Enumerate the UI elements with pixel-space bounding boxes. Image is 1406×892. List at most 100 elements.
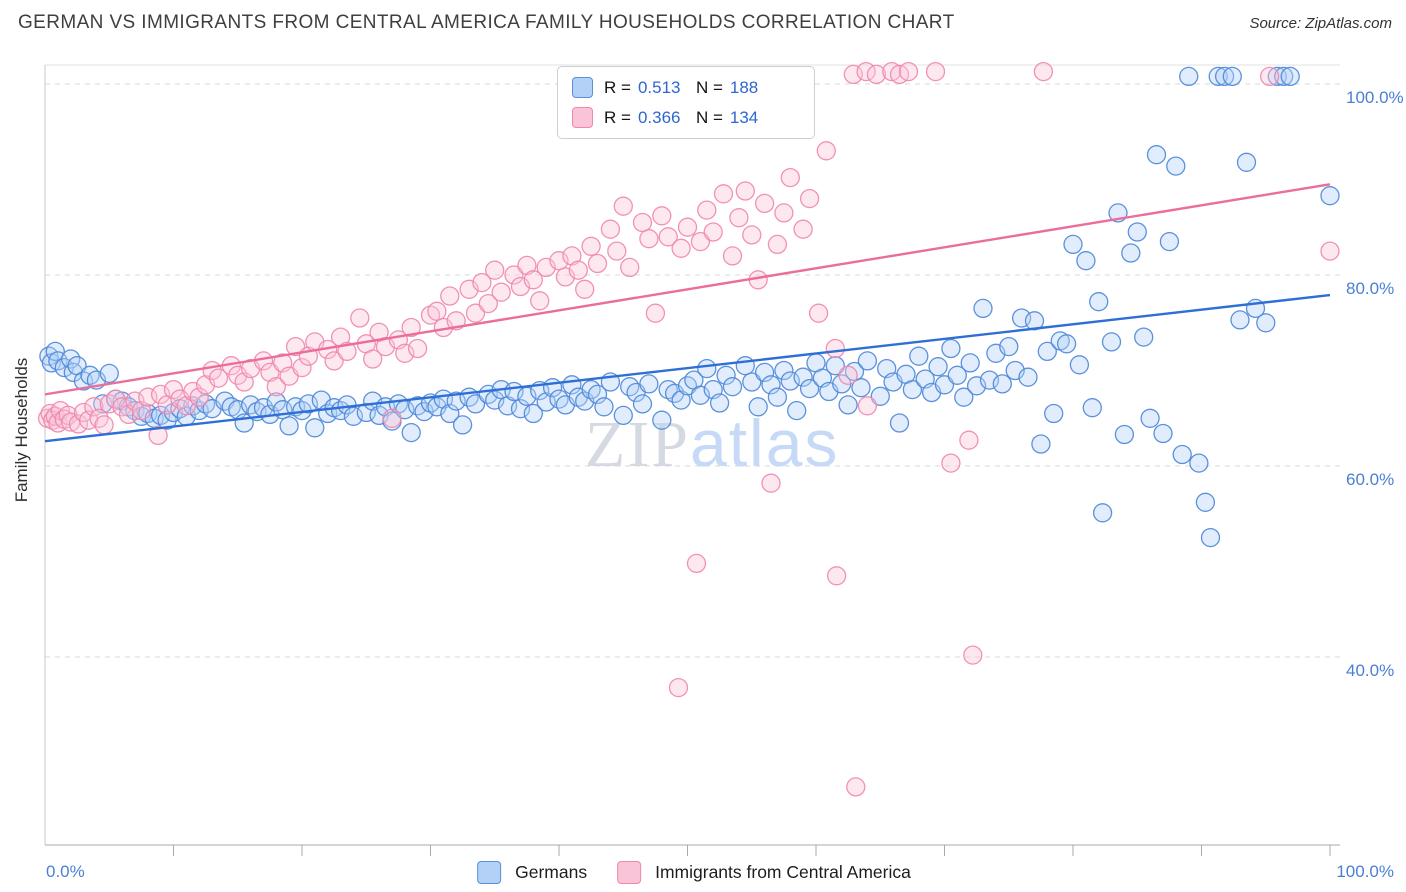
scatter-point <box>1018 367 1038 387</box>
germans-swatch-icon <box>572 77 593 98</box>
scatter-point <box>504 265 524 285</box>
scatter-point <box>774 360 794 381</box>
scatter-point <box>742 372 762 392</box>
scatter-point <box>148 425 168 446</box>
scatter-point <box>562 246 582 266</box>
scatter-point <box>713 184 734 204</box>
scatter-point <box>645 303 666 323</box>
scatter-point <box>1140 408 1160 428</box>
scatter-point <box>686 553 707 574</box>
scatter-point <box>1146 145 1167 165</box>
trend-line <box>44 183 1331 396</box>
scatter-point <box>1200 527 1221 548</box>
scatter-point <box>369 322 389 342</box>
scatter-point <box>632 394 653 414</box>
scatter-point <box>816 141 836 161</box>
scatter-point <box>1259 66 1280 87</box>
scatter-point <box>1092 503 1113 523</box>
scatter-point <box>973 298 993 319</box>
scatter-point <box>465 303 486 323</box>
scatter-point <box>1033 61 1054 82</box>
scatter-point <box>742 225 762 245</box>
scatter-point <box>1037 341 1057 362</box>
scatter-point <box>658 227 678 247</box>
scatter-point <box>324 351 344 371</box>
scatter-point <box>941 338 961 359</box>
scatter-point <box>157 410 177 430</box>
scatter-point <box>285 336 306 357</box>
scatter-point <box>260 362 280 383</box>
scatter-point <box>652 206 672 226</box>
scatter-point <box>401 317 421 338</box>
y-tick-label: 40.0% <box>1346 661 1394 680</box>
scatter-point <box>1082 398 1102 418</box>
n-label: N = <box>695 77 723 97</box>
scatter-point <box>799 188 820 209</box>
scatter-point <box>401 422 421 443</box>
scatter-point <box>491 282 511 302</box>
scatter-point <box>427 301 447 321</box>
y-tick-label: 80.0% <box>1346 279 1394 298</box>
scatter-point <box>722 246 743 266</box>
scatter-point <box>767 234 788 255</box>
n-label: N = <box>695 107 723 127</box>
immigrants-legend-swatch-icon <box>617 861 642 884</box>
scatter-point <box>735 181 755 201</box>
scatter-point <box>382 408 402 428</box>
scatter-point <box>452 415 473 435</box>
trend-line <box>44 293 1331 443</box>
scatter-point <box>999 336 1019 357</box>
scatter-point <box>690 231 711 252</box>
scatter-point <box>1134 327 1154 347</box>
scatter-point <box>780 167 800 188</box>
scatter-point <box>898 61 919 82</box>
scatter-point <box>478 293 498 314</box>
scatter-point <box>767 387 788 407</box>
scatter-point <box>754 193 775 214</box>
scatter-point <box>94 415 114 435</box>
scatter-point <box>787 400 807 421</box>
legend-row-immigrants: R = 0.366 N = 134 <box>572 107 800 128</box>
germans-legend-swatch-icon <box>477 861 502 884</box>
scatter-point <box>485 260 505 280</box>
scatter-point <box>1114 424 1135 445</box>
scatter-point <box>857 351 878 371</box>
scatter-point <box>793 367 813 387</box>
r-label: R = <box>604 107 631 127</box>
scatter-point <box>1230 310 1250 330</box>
scatter-point <box>1121 243 1141 263</box>
scatter-point <box>1195 492 1216 512</box>
scatter-point <box>106 389 126 409</box>
scatter-point <box>882 61 902 82</box>
scatter-point <box>716 365 736 385</box>
scatter-point <box>530 291 550 311</box>
scatter-point <box>407 338 428 359</box>
r-value: 0.366 <box>637 107 681 127</box>
scatter-point <box>1076 251 1096 271</box>
n-value: 134 <box>729 107 759 127</box>
scatter-point <box>960 353 980 373</box>
scatter-point <box>523 270 543 290</box>
scatter-point <box>1320 186 1340 206</box>
scatter-point <box>838 365 858 385</box>
scatter-point <box>363 349 383 369</box>
scatter-point <box>1089 292 1109 312</box>
scatter-point <box>735 356 755 376</box>
scatter-point <box>671 238 691 258</box>
scatter-point <box>774 203 794 223</box>
r-value: 0.513 <box>637 77 681 97</box>
scatter-point <box>189 387 209 407</box>
page-title: GERMAN VS IMMIGRANTS FROM CENTRAL AMERIC… <box>18 12 955 33</box>
legend-row-germans: R = 0.513 N = 188 <box>572 77 800 98</box>
scatter-point <box>1153 423 1173 444</box>
scatter-point <box>1101 332 1122 352</box>
scatter-point <box>851 378 871 398</box>
scatter-point <box>84 397 104 417</box>
scatter-point <box>523 403 543 424</box>
source-link[interactable]: Source: ZipAtlas.com <box>1249 15 1392 32</box>
scatter-point <box>279 416 299 436</box>
scatter-point <box>1236 152 1257 172</box>
germans-legend-label: Germans <box>515 862 588 882</box>
scatter-point <box>1208 66 1228 87</box>
scatter-point <box>652 410 672 430</box>
